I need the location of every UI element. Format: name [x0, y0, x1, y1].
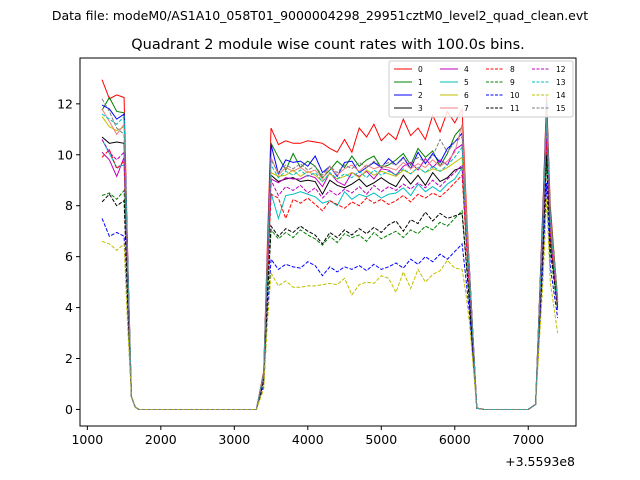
- legend-label-4: 4: [464, 65, 469, 74]
- y-tick-label: 2: [65, 351, 73, 366]
- y-axis: 0 2 4 6 8 10 12: [57, 96, 80, 417]
- x-tick-label: 5000: [365, 432, 397, 447]
- x-offset-label: +3.5593e8: [505, 454, 575, 469]
- y-tick-label: 6: [65, 249, 73, 264]
- series-line-2: [101, 103, 559, 410]
- series-line-11: [101, 154, 559, 410]
- series-line-12: [101, 129, 559, 410]
- series-line-15: [101, 98, 559, 410]
- series-line-13: [101, 113, 559, 410]
- x-axis: 1000 2000 3000 4000 5000 6000 7000: [71, 426, 544, 447]
- legend-label-9: 9: [510, 78, 515, 87]
- legend-label-6: 6: [464, 91, 469, 100]
- legend-label-5: 5: [464, 78, 469, 87]
- y-tick-label: 8: [65, 198, 73, 213]
- y-tick-label: 4: [65, 300, 73, 315]
- legend-label-1: 1: [418, 78, 423, 87]
- legend-label-11: 11: [510, 104, 520, 113]
- series-line-7: [101, 108, 559, 410]
- x-tick-label: 7000: [512, 432, 544, 447]
- legend-label-14: 14: [556, 91, 566, 100]
- legend-label-15: 15: [556, 104, 566, 113]
- y-tick-label: 10: [57, 147, 73, 162]
- y-tick-label: 12: [57, 96, 73, 111]
- series-line-10: [101, 182, 559, 410]
- x-tick-label: 1000: [71, 432, 103, 447]
- series-line-0: [101, 79, 559, 410]
- x-tick-label: 3000: [218, 432, 250, 447]
- chart-title: Quadrant 2 module wise count rates with …: [131, 37, 525, 53]
- series-line-6: [101, 116, 559, 410]
- legend-label-12: 12: [556, 65, 566, 74]
- legend-label-13: 13: [556, 78, 566, 87]
- legend-label-3: 3: [418, 104, 423, 113]
- legend-label-10: 10: [510, 91, 520, 100]
- figure-suptitle: Data file: modeM0/AS1A10_058T01_90000042…: [52, 8, 588, 23]
- series-line-4: [101, 114, 559, 410]
- x-tick-label: 6000: [439, 432, 471, 447]
- legend-box: [388, 60, 574, 118]
- legend-label-2: 2: [418, 91, 423, 100]
- x-tick-label: 2000: [145, 432, 177, 447]
- legend-label-7: 7: [464, 104, 469, 113]
- series-line-5: [101, 134, 559, 410]
- series-line-14: [101, 198, 559, 410]
- series-layer: [101, 79, 559, 410]
- x-tick-label: 4000: [292, 432, 324, 447]
- series-line-1: [101, 96, 559, 410]
- y-tick-label: 0: [65, 402, 73, 417]
- legend-label-0: 0: [418, 65, 423, 74]
- legend-label-8: 8: [510, 65, 515, 74]
- series-line-9: [101, 159, 559, 410]
- axes-frame: [79, 57, 577, 427]
